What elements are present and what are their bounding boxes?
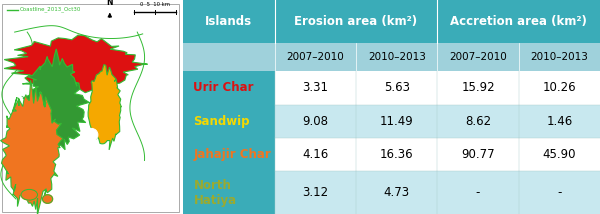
Bar — [275, 138, 356, 171]
Bar — [356, 171, 437, 214]
Text: 8.62: 8.62 — [465, 115, 491, 128]
Bar — [437, 105, 518, 138]
Bar — [356, 43, 437, 71]
Bar — [183, 0, 275, 43]
Bar — [275, 0, 437, 43]
Text: 5.63: 5.63 — [384, 81, 410, 94]
Text: 11.49: 11.49 — [380, 115, 413, 128]
Text: 2007–2010: 2007–2010 — [287, 52, 344, 62]
Text: Islands: Islands — [205, 15, 253, 28]
Bar — [437, 43, 518, 71]
Text: N: N — [107, 0, 113, 7]
Text: 2007–2010: 2007–2010 — [449, 52, 507, 62]
Bar — [183, 71, 275, 105]
Ellipse shape — [85, 128, 98, 141]
Text: -: - — [476, 186, 480, 199]
Bar — [437, 71, 518, 105]
Bar — [518, 138, 600, 171]
Bar — [275, 71, 356, 105]
Bar — [356, 71, 437, 105]
Text: 4.73: 4.73 — [383, 186, 410, 199]
Text: 3.31: 3.31 — [302, 81, 328, 94]
Text: 9.08: 9.08 — [302, 115, 328, 128]
Bar — [275, 43, 356, 71]
Bar — [356, 138, 437, 171]
Bar — [518, 71, 600, 105]
Text: Coastline_2013_Oct30: Coastline_2013_Oct30 — [20, 7, 82, 12]
Ellipse shape — [43, 195, 53, 203]
Text: Sandwip: Sandwip — [193, 115, 250, 128]
Bar — [356, 105, 437, 138]
Text: 4.16: 4.16 — [302, 148, 329, 161]
Text: 10.26: 10.26 — [542, 81, 576, 94]
Text: Urir Char: Urir Char — [193, 81, 254, 94]
Text: 1.46: 1.46 — [546, 115, 572, 128]
Ellipse shape — [21, 189, 38, 200]
Bar — [183, 105, 275, 138]
Polygon shape — [4, 35, 148, 93]
Polygon shape — [1, 80, 63, 214]
Text: 2010–2013: 2010–2013 — [530, 52, 588, 62]
Text: 16.36: 16.36 — [380, 148, 413, 161]
Text: 90.77: 90.77 — [461, 148, 495, 161]
Text: 2010–2013: 2010–2013 — [368, 52, 425, 62]
Bar — [518, 43, 600, 71]
Bar — [437, 138, 518, 171]
Text: Erosion area (km²): Erosion area (km²) — [295, 15, 418, 28]
Text: 15.92: 15.92 — [461, 81, 495, 94]
Polygon shape — [88, 65, 121, 150]
Text: 45.90: 45.90 — [542, 148, 576, 161]
Bar — [437, 0, 600, 43]
Bar — [275, 171, 356, 214]
Bar — [518, 105, 600, 138]
Bar — [183, 43, 275, 71]
Bar — [183, 171, 275, 214]
Bar — [183, 138, 275, 171]
Text: Jahajir Char: Jahajir Char — [193, 148, 271, 161]
Text: 0  5  10 km: 0 5 10 km — [140, 3, 170, 7]
Text: -: - — [557, 186, 562, 199]
Bar — [437, 171, 518, 214]
Bar — [275, 105, 356, 138]
Polygon shape — [23, 49, 90, 150]
Text: Accretion area (km²): Accretion area (km²) — [450, 15, 587, 28]
Text: 3.12: 3.12 — [302, 186, 328, 199]
Bar — [518, 171, 600, 214]
Text: North
Hatiya: North Hatiya — [193, 179, 236, 207]
